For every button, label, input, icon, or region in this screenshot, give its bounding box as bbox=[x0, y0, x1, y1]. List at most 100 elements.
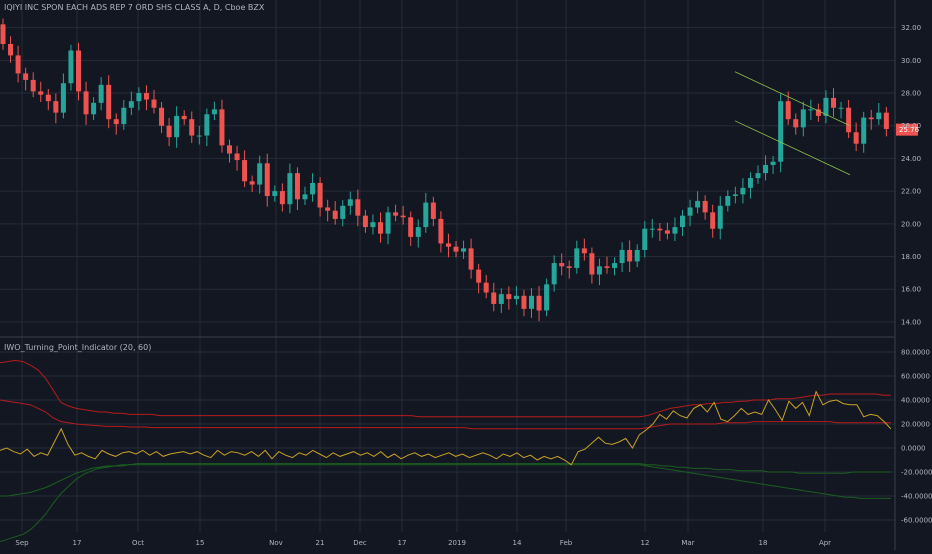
candle-body[interactable] bbox=[793, 119, 799, 128]
candle-body[interactable] bbox=[770, 161, 776, 165]
candle-body[interactable] bbox=[227, 145, 232, 154]
candle-body[interactable] bbox=[355, 199, 361, 216]
candle-body[interactable] bbox=[612, 263, 618, 268]
candle-body[interactable] bbox=[876, 112, 882, 120]
candle-body[interactable] bbox=[378, 222, 383, 234]
price-pane[interactable]: 25.76 bbox=[0, 18, 920, 322]
candle-body[interactable] bbox=[174, 115, 180, 138]
candle-body[interactable] bbox=[596, 266, 602, 275]
candle-body[interactable] bbox=[544, 284, 550, 311]
candle-body[interactable] bbox=[574, 248, 580, 268]
candle-body[interactable] bbox=[143, 93, 149, 100]
candle-body[interactable] bbox=[634, 249, 640, 262]
candle-body[interactable] bbox=[60, 83, 66, 113]
candle-body[interactable] bbox=[423, 202, 429, 228]
candle-body[interactable] bbox=[657, 228, 663, 231]
candle-body[interactable] bbox=[204, 114, 210, 136]
candle-body[interactable] bbox=[680, 215, 685, 228]
candle-body[interactable] bbox=[453, 246, 459, 252]
candle-body[interactable] bbox=[763, 164, 769, 174]
candle-body[interactable] bbox=[755, 173, 761, 179]
candle-body[interactable] bbox=[189, 119, 195, 136]
candle-body[interactable] bbox=[128, 101, 134, 108]
candle-body[interactable] bbox=[272, 191, 278, 197]
candle-body[interactable] bbox=[521, 295, 527, 309]
candle-body[interactable] bbox=[76, 50, 81, 92]
candle-body[interactable] bbox=[362, 215, 368, 228]
candle-body[interactable] bbox=[468, 248, 474, 270]
candle-body[interactable] bbox=[589, 253, 595, 275]
candle-body[interactable] bbox=[491, 292, 497, 304]
candle-body[interactable] bbox=[529, 295, 534, 309]
candle-body[interactable] bbox=[159, 107, 165, 126]
candle-body[interactable] bbox=[249, 181, 255, 185]
candle-body[interactable] bbox=[883, 112, 889, 129]
candle-body[interactable] bbox=[8, 43, 14, 56]
candle-body[interactable] bbox=[332, 210, 338, 219]
candle-body[interactable] bbox=[868, 117, 874, 120]
candle-body[interactable] bbox=[136, 93, 142, 102]
candle-body[interactable] bbox=[68, 50, 74, 84]
candle-body[interactable] bbox=[294, 173, 300, 200]
candle-body[interactable] bbox=[113, 119, 119, 125]
candle-body[interactable] bbox=[702, 200, 708, 213]
candle-body[interactable] bbox=[23, 73, 29, 80]
candle-body[interactable] bbox=[536, 295, 542, 311]
channel-upper-line[interactable] bbox=[734, 71, 851, 127]
candle-body[interactable] bbox=[710, 212, 716, 229]
candle-body[interactable] bbox=[166, 125, 172, 138]
candle-body[interactable] bbox=[45, 94, 51, 102]
candle-body[interactable] bbox=[53, 101, 59, 113]
candle-body[interactable] bbox=[287, 173, 293, 205]
candle-body[interactable] bbox=[672, 227, 678, 234]
candle-body[interactable] bbox=[513, 295, 519, 300]
candle-body[interactable] bbox=[264, 163, 270, 197]
candle-body[interactable] bbox=[310, 182, 316, 195]
candle-body[interactable] bbox=[604, 266, 610, 268]
channel-lower-line[interactable] bbox=[734, 120, 851, 176]
candle-body[interactable] bbox=[445, 243, 451, 247]
candle-body[interactable] bbox=[242, 160, 248, 182]
candle-body[interactable] bbox=[461, 248, 467, 252]
candle-body[interactable] bbox=[91, 102, 97, 115]
candle-body[interactable] bbox=[566, 266, 572, 268]
candle-body[interactable] bbox=[808, 109, 814, 111]
candle-body[interactable] bbox=[317, 182, 323, 208]
candle-body[interactable] bbox=[181, 115, 187, 120]
candle-body[interactable] bbox=[861, 117, 867, 144]
candle-body[interactable] bbox=[393, 212, 399, 216]
candle-body[interactable] bbox=[38, 91, 44, 95]
candle-body[interactable] bbox=[838, 107, 844, 109]
candle-body[interactable] bbox=[559, 263, 565, 267]
candle-body[interactable] bbox=[106, 84, 112, 120]
candle-body[interactable] bbox=[778, 101, 784, 162]
candle-body[interactable] bbox=[740, 187, 746, 195]
candle-body[interactable] bbox=[347, 199, 353, 206]
candle-body[interactable] bbox=[695, 200, 701, 208]
candle-body[interactable] bbox=[642, 228, 648, 250]
candle-body[interactable] bbox=[83, 91, 89, 115]
candle-body[interactable] bbox=[785, 101, 791, 120]
candle-body[interactable] bbox=[664, 230, 670, 234]
candle-body[interactable] bbox=[340, 205, 346, 219]
candle-body[interactable] bbox=[831, 97, 836, 108]
candle-body[interactable] bbox=[823, 97, 829, 116]
candle-body[interactable] bbox=[196, 135, 202, 137]
candle-body[interactable] bbox=[370, 222, 376, 228]
candle-body[interactable] bbox=[747, 178, 753, 188]
candle-body[interactable] bbox=[619, 249, 625, 264]
candle-body[interactable] bbox=[279, 191, 285, 205]
candle-body[interactable] bbox=[211, 109, 217, 115]
candle-body[interactable] bbox=[408, 217, 414, 237]
candle-body[interactable] bbox=[30, 79, 36, 92]
candle-body[interactable] bbox=[385, 212, 391, 234]
candle-body[interactable] bbox=[438, 218, 444, 244]
candle-body[interactable] bbox=[302, 194, 308, 200]
candle-body[interactable] bbox=[219, 109, 225, 146]
candle-body[interactable] bbox=[400, 215, 406, 218]
candle-body[interactable] bbox=[687, 207, 693, 216]
candle-body[interactable] bbox=[476, 269, 482, 283]
candle-body[interactable] bbox=[430, 202, 436, 219]
candle-body[interactable] bbox=[725, 196, 731, 206]
candle-body[interactable] bbox=[98, 84, 104, 103]
